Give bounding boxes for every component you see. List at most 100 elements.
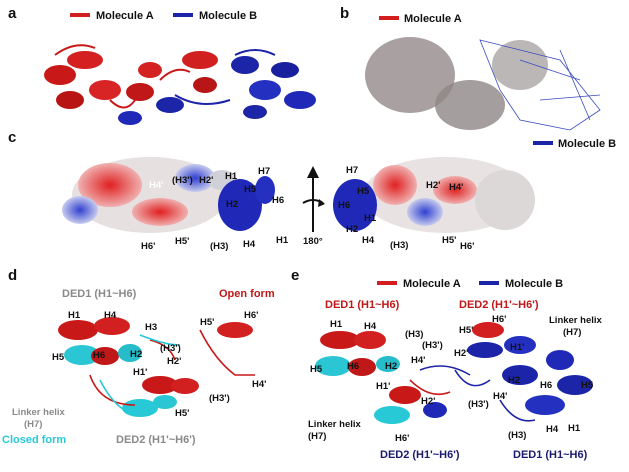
legend-a-molecule-b-swatch bbox=[173, 13, 193, 17]
e-label-h6p-bottom: H6' bbox=[395, 433, 409, 444]
legend-a-molecule-a-swatch bbox=[70, 13, 90, 17]
c-left-label-h5: H5 bbox=[244, 184, 257, 195]
c-right-label-h2: H2 bbox=[346, 224, 358, 235]
c-left-label-h1: H1 bbox=[225, 171, 238, 182]
legend-a-molecule-b-text: Molecule B bbox=[199, 10, 257, 22]
e-label-h4p-red: H4' bbox=[493, 391, 507, 402]
e-label-h4: H4 bbox=[364, 321, 377, 332]
c-left-label-h5p: H5' bbox=[175, 236, 189, 247]
d-label-h3p-red: (H3') bbox=[209, 393, 230, 404]
e-ded1-a-title: DED1 (H1~H6) bbox=[325, 299, 400, 311]
e-ded1-b-title: DED1 (H1~H6) bbox=[513, 449, 588, 461]
e-label-h2p: H2' bbox=[421, 396, 435, 407]
e-label-h6-blue: H6 bbox=[540, 380, 552, 391]
panel-c-label: c bbox=[8, 129, 16, 146]
d-linker-line1: Linker helix bbox=[12, 407, 66, 418]
d-label-h5p-cyan: H5' bbox=[175, 408, 189, 419]
c-right-label-h2p: H2' bbox=[426, 180, 440, 191]
d-label-h4: H4 bbox=[104, 310, 117, 321]
panel-a-structure-molecule-b bbox=[118, 49, 316, 125]
c-right-label-h5: H5 bbox=[357, 186, 370, 197]
legend-a-molecule-a-text: Molecule A bbox=[96, 10, 154, 22]
rotation-arrow-icon bbox=[302, 166, 325, 232]
e-linker-a-line2: (H7) bbox=[308, 431, 326, 442]
e-label-h5p: H5' bbox=[459, 325, 473, 336]
e-label-h4p: H4' bbox=[411, 355, 425, 366]
e-label-h5-blue: H5 bbox=[581, 380, 594, 391]
d-label-h6: H6 bbox=[93, 350, 105, 361]
e-label-h2p-blue: H2' bbox=[454, 348, 468, 359]
c-left-label-h6: H6 bbox=[272, 195, 284, 206]
e-label-h2: H2 bbox=[385, 361, 397, 372]
panel-e-labels: H1 H4 (H3) H5 H6 H2 H1' (H3') H4' H2' H5… bbox=[310, 314, 594, 444]
d-label-h4p: H4' bbox=[252, 379, 266, 390]
c-right-label-h7: H7 bbox=[346, 165, 358, 176]
c-right-label-h5p: H5' bbox=[442, 235, 456, 246]
rotation-label: 180° bbox=[303, 236, 323, 247]
d-label-h3: H3 bbox=[145, 322, 157, 333]
legend-e-molecule-a-text: Molecule A bbox=[403, 278, 461, 290]
panel-c-left-labels: H4' (H3') H2' H1 H7 H5 H2 H6 H6' H5' (H3… bbox=[141, 166, 289, 252]
d-label-h1: H1 bbox=[68, 310, 81, 321]
e-ded2-a-title: DED2 (H1'~H6') bbox=[459, 299, 539, 311]
c-left-label-h4: H4 bbox=[243, 239, 256, 250]
e-label-h3: (H3) bbox=[405, 329, 423, 340]
c-left-label-h6p: H6' bbox=[141, 241, 155, 252]
d-label-h5p-red: H5' bbox=[200, 317, 214, 328]
c-left-label-h1-bottom: H1 bbox=[276, 235, 289, 246]
d-label-h5: H5 bbox=[52, 352, 65, 363]
d-label-h2p: H2' bbox=[167, 356, 181, 367]
d-label-h3p-mid: (H3') bbox=[160, 343, 181, 354]
panel-e-structure bbox=[315, 322, 593, 424]
c-left-label-h3: (H3) bbox=[210, 241, 228, 252]
legend-e-molecule-b-text: Molecule B bbox=[505, 278, 563, 290]
legend-b-molecule-a-text: Molecule A bbox=[404, 13, 462, 25]
e-label-h1: H1 bbox=[330, 319, 343, 330]
d-ded2-title: DED2 (H1'~H6') bbox=[116, 434, 196, 446]
panel-b-label: b bbox=[340, 5, 349, 22]
panel-a-label: a bbox=[8, 5, 17, 22]
c-right-label-h4p: H4' bbox=[449, 182, 463, 193]
c-left-label-h2: H2 bbox=[226, 199, 238, 210]
d-label-h2: H2 bbox=[130, 349, 142, 360]
c-right-label-h6p: H6' bbox=[460, 241, 474, 252]
panel-c-left-surface bbox=[62, 157, 275, 233]
e-label-h6: H6 bbox=[347, 361, 359, 372]
c-right-label-h1: H1 bbox=[364, 213, 377, 224]
e-linker-a-line1: Linker helix bbox=[308, 419, 362, 430]
e-label-h1p: H1' bbox=[376, 381, 390, 392]
e-label-h4-blue: H4 bbox=[546, 424, 559, 435]
panel-c-right-labels: H7 H5 H6 H1 H2 H4 (H3) H2' H4' H5' H6' bbox=[338, 165, 474, 252]
panel-d-structure bbox=[58, 317, 255, 417]
d-label-h6p: H6' bbox=[244, 310, 258, 321]
c-right-label-h4: H4 bbox=[362, 235, 375, 246]
panel-d-labels: H1 H4 H3 H5 H6 H2 H1' (H3') H2' H5' H4' … bbox=[52, 310, 266, 419]
e-label-h3p: (H3') bbox=[422, 340, 443, 351]
legend-e-molecule-b-swatch bbox=[479, 281, 499, 285]
legend-b-molecule-b-swatch bbox=[533, 141, 553, 145]
c-left-label-h2p: H2' bbox=[199, 175, 213, 186]
d-linker-line2: (H7) bbox=[24, 419, 42, 430]
panel-c-right-surface bbox=[333, 157, 535, 233]
e-ded2-b-title: DED2 (H1'~H6') bbox=[380, 449, 460, 461]
d-closed-form-title: Closed form bbox=[2, 434, 66, 446]
legend-b-molecule-a-swatch bbox=[379, 16, 399, 20]
e-label-h1p-blue: H1' bbox=[510, 342, 524, 353]
c-left-label-h7: H7 bbox=[258, 166, 270, 177]
panel-a-structure-molecule-a bbox=[44, 44, 218, 109]
panel-e-label: e bbox=[291, 267, 299, 284]
c-right-label-h3: (H3) bbox=[390, 240, 408, 251]
c-right-label-h6: H6 bbox=[338, 200, 350, 211]
e-label-h3p-red: (H3') bbox=[468, 399, 489, 410]
panel-b-density-map bbox=[365, 37, 601, 131]
panel-d-label: d bbox=[8, 267, 17, 284]
c-left-label-h3p: (H3') bbox=[172, 175, 193, 186]
e-label-h3-blue: (H3) bbox=[508, 430, 526, 441]
e-label-h2-blue: H2 bbox=[508, 375, 520, 386]
d-ded1-title: DED1 (H1~H6) bbox=[62, 288, 137, 300]
e-label-h1-blue: H1 bbox=[568, 423, 581, 434]
d-open-form-title: Open form bbox=[219, 288, 275, 300]
d-label-h1p: H1' bbox=[133, 367, 147, 378]
c-left-label-h4p: H4' bbox=[149, 180, 163, 191]
